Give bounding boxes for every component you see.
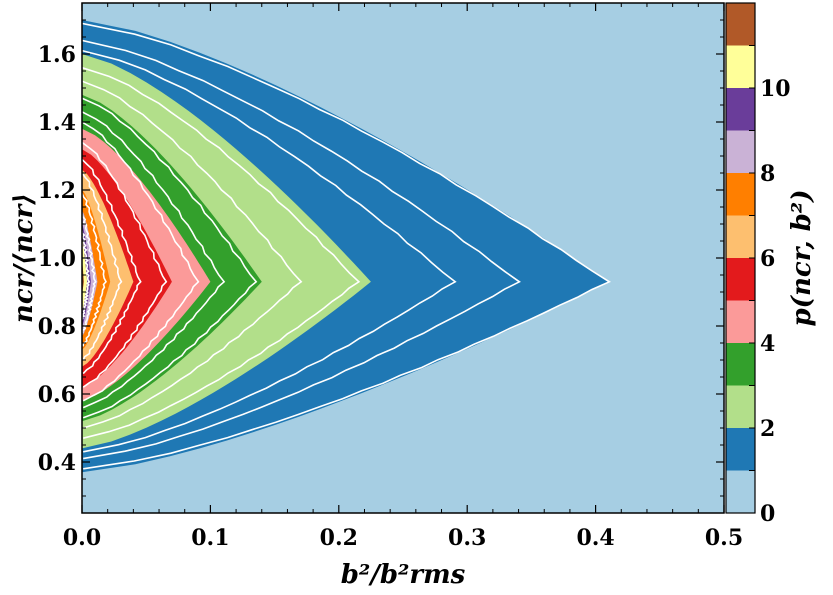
y-tick-label: 0.8: [38, 314, 76, 340]
colorbar-swatch-9: [726, 88, 755, 131]
y-tick-label: 0.6: [38, 382, 76, 408]
colorbar-tick-label: 6: [760, 246, 775, 272]
x-tick-label: 0.2: [320, 525, 358, 551]
colorbar-swatch-4: [726, 300, 755, 343]
x-tick-label: 0.1: [191, 525, 229, 551]
contour-lines: [82, 22, 611, 470]
colorbar-swatch-6: [726, 215, 755, 258]
contour-line-11: [82, 193, 107, 347]
colorbar-tick-label: 2: [760, 416, 775, 442]
colorbar: 0 2 4 6 8 10: [725, 2, 791, 527]
y-tick-label: 1.2: [38, 178, 76, 204]
colorbar-swatch-10: [726, 45, 755, 88]
contour-line-0: [82, 22, 611, 470]
colorbar-tick-label: 10: [760, 76, 791, 102]
contour-line-12: [82, 213, 97, 334]
x-tick-label: 0.3: [448, 525, 486, 551]
contour-line-8: [82, 141, 168, 388]
x-tick-label: 0.0: [63, 525, 101, 551]
y-tick-label: 0.4: [38, 450, 76, 476]
x-tick-label: 0.5: [705, 525, 743, 551]
colorbar-swatch-8: [726, 130, 755, 173]
y-tick-label: 1.6: [38, 42, 76, 68]
colorbar-swatch-0: [726, 470, 755, 513]
x-axis-label: b²/b²rms: [341, 560, 466, 590]
axis-ticks: 0.0 0.1 0.2 0.3 0.4 0.5 0.4 0.6 0.8 1.0 1.2 1.4 1.6: [38, 3, 743, 551]
colorbar-tick-label: 8: [760, 161, 775, 187]
contour-line-10: [82, 172, 123, 361]
colorbar-tick-label: 4: [760, 331, 775, 357]
y-tick-label: 1.0: [38, 246, 76, 272]
contour-line-6: [82, 111, 226, 409]
x-tick-label: 0.4: [576, 525, 614, 551]
contour-line-2: [82, 49, 457, 453]
contour-line-13: [82, 230, 91, 320]
contour-line-3: [82, 66, 361, 439]
contour-line-4: [82, 80, 303, 429]
colorbar-label: p(ncr, b²): [787, 190, 817, 327]
y-axis-label: ncr/⟨ncr⟩: [9, 193, 39, 323]
colorbar-swatch-2: [726, 385, 755, 428]
colorbar-swatch-5: [726, 258, 755, 301]
colorbar-tick-label: 0: [760, 501, 775, 527]
colorbar-swatch-3: [726, 343, 755, 386]
contour-line-1: [82, 39, 521, 460]
y-tick-label: 1.4: [38, 110, 76, 136]
colorbar-swatch-7: [726, 173, 755, 216]
contour-line-5: [82, 97, 258, 419]
contour-line-9: [82, 158, 142, 375]
colorbar-swatch-1: [726, 428, 755, 471]
contour-line-7: [82, 121, 200, 402]
colorbar-swatch-11: [726, 3, 755, 46]
